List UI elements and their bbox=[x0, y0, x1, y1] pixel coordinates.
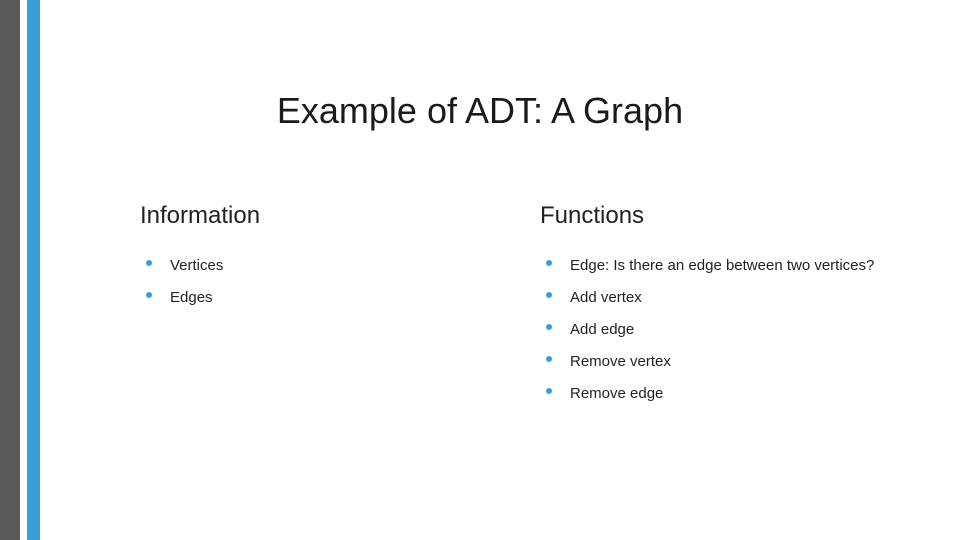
content-columns: Information Vertices Edges Functions Edge: I… bbox=[140, 202, 960, 410]
bullet-dot-icon bbox=[546, 356, 552, 362]
bullet-dot-icon bbox=[546, 388, 552, 394]
list-item-text: Add edge bbox=[570, 321, 634, 338]
list-item: Remove vertex bbox=[540, 346, 960, 378]
list-item: Edge: Is there an edge between two verti… bbox=[540, 250, 960, 282]
bullet-list: Vertices Edges bbox=[140, 250, 540, 314]
column-1: Functions Edge: Is there an edge between … bbox=[540, 202, 960, 410]
list-item: Remove edge bbox=[540, 378, 960, 410]
column-heading: Functions bbox=[540, 202, 960, 230]
left-accent-stripes bbox=[0, 0, 40, 540]
column-heading: Information bbox=[140, 202, 540, 230]
bullet-dot-icon bbox=[546, 324, 552, 330]
accent-stripe-1 bbox=[20, 0, 27, 540]
bullet-dot-icon bbox=[546, 292, 552, 298]
list-item: Vertices bbox=[140, 250, 540, 282]
column-0: Information Vertices Edges bbox=[140, 202, 540, 410]
list-item: Add edge bbox=[540, 314, 960, 346]
list-item-text: Remove vertex bbox=[570, 353, 671, 370]
list-item-text: Add vertex bbox=[570, 289, 642, 306]
list-item-text: Remove edge bbox=[570, 385, 663, 402]
bullet-dot-icon bbox=[146, 260, 152, 266]
bullet-list: Edge: Is there an edge between two verti… bbox=[540, 250, 960, 410]
bullet-dot-icon bbox=[546, 260, 552, 266]
slide-title: Example of ADT: A Graph bbox=[0, 90, 960, 132]
list-item: Edges bbox=[140, 282, 540, 314]
list-item: Add vertex bbox=[540, 282, 960, 314]
list-item-text: Edge: Is there an edge between two verti… bbox=[570, 257, 874, 274]
list-item-text: Edges bbox=[170, 289, 213, 306]
accent-stripe-2 bbox=[27, 0, 40, 540]
bullet-dot-icon bbox=[146, 292, 152, 298]
accent-stripe-0 bbox=[0, 0, 20, 540]
list-item-text: Vertices bbox=[170, 257, 223, 274]
